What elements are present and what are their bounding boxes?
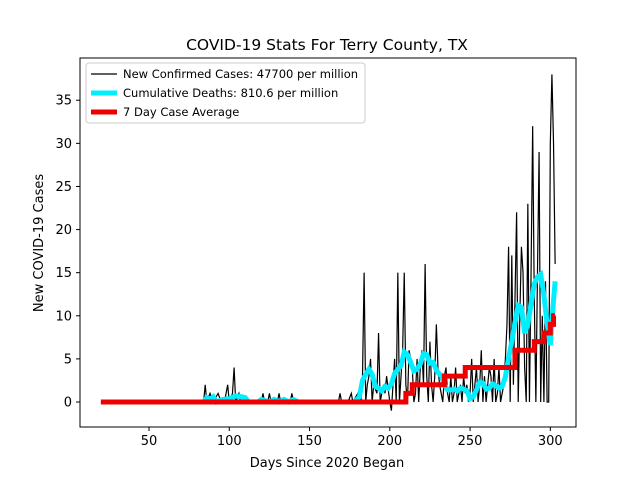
legend-box [85,62,366,124]
plot-area [100,74,558,411]
x-tick-label: 150 [297,434,322,449]
legend-label-cumulative-deaths: Cumulative Deaths: 810.6 per million [123,86,338,100]
y-tick-label: 20 [55,223,72,238]
x-tick-label: 50 [141,434,158,449]
chart-title: COVID-19 Stats For Terry County, TX [186,36,468,54]
series-line-7-day-average [100,313,557,405]
axes-frame [79,57,577,428]
x-tick-label: 250 [458,434,483,449]
legend: New Confirmed Cases: 47700 per million C… [85,62,366,124]
y-tick-label: 30 [55,137,72,152]
y-tick-label: 15 [55,266,72,281]
y-tick-label: 5 [64,352,72,367]
series-line-cumulative-deaths [201,269,558,406]
y-axis: 0 5 10 15 20 25 30 35 [55,94,80,410]
y-tick-label: 0 [64,395,72,410]
x-tick-label: 300 [538,434,563,449]
x-tick-label: 200 [377,434,402,449]
x-axis: 50 100 150 200 250 300 [141,427,563,449]
legend-label-7-day-average: 7 Day Case Average [123,105,239,119]
legend-label-new-cases: New Confirmed Cases: 47700 per million [123,67,358,81]
y-tick-label: 25 [55,180,72,195]
x-axis-label: Days Since 2020 Began [250,456,405,471]
y-tick-label: 35 [55,94,72,109]
x-tick-label: 100 [217,434,242,449]
y-axis-label: New COVID-19 Cases [32,174,47,312]
y-tick-label: 10 [55,309,72,324]
